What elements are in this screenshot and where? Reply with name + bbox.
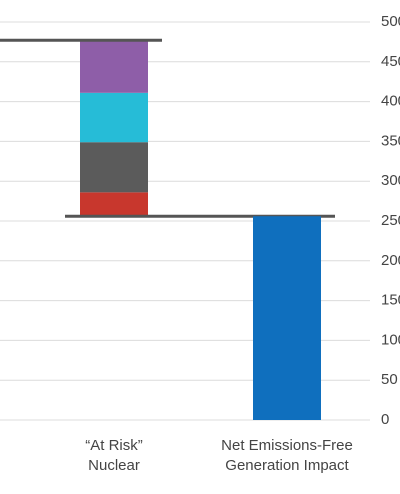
y-tick-label: 450 [381,53,400,70]
y-tick-label: 0 [381,411,389,428]
x-tick-label: Net Emissions-Free [221,437,353,454]
y-tick-label: 500 [381,13,400,30]
y-tick-label: 150 [381,292,400,309]
bar-segment [80,40,148,93]
bar-segment [80,192,148,217]
net-bar [253,216,321,420]
y-tick-label: 100 [381,331,400,348]
y-tick-label: 400 [381,93,400,110]
x-tick-label: Generation Impact [225,457,349,474]
bar-segment [80,92,148,143]
y-tick-label: 50 [381,371,398,388]
y-tick-label: 250 [381,212,400,229]
y-tick-label: 200 [381,252,400,269]
bar-segment [80,142,148,193]
x-tick-label: “At Risk” [85,437,143,454]
x-tick-label: Nuclear [88,457,140,474]
y-tick-label: 300 [381,172,400,189]
y-tick-label: 350 [381,132,400,149]
